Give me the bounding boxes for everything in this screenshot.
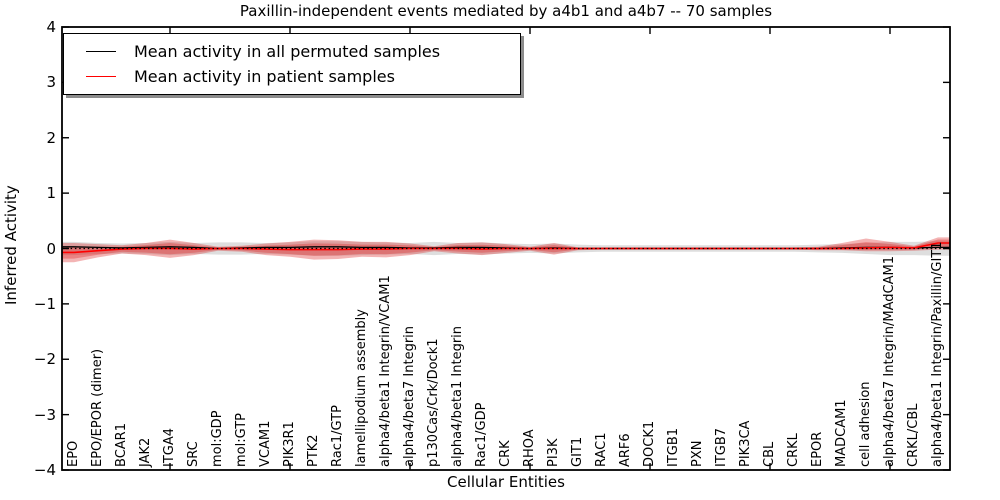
x-tick-label: ARF6 [618, 433, 633, 467]
x-axis-label: Cellular Entities [447, 473, 565, 491]
x-tick-label: CRKL [786, 433, 801, 467]
x-tick-label: Rac1/GTP [330, 405, 345, 467]
x-tick-label: CRKL/CBL [906, 403, 921, 468]
x-tick-label: alpha4/beta1 Integrin/VCAM1 [378, 275, 393, 467]
x-tick-label: DOCK1 [642, 420, 657, 467]
x-tick-label: MADCAM1 [834, 399, 849, 467]
patient-band-area [62, 237, 950, 263]
x-tick-label: PIK3R1 [282, 421, 297, 467]
x-tick-label: alpha4/beta7 Integrin/MAdCAM1 [882, 256, 897, 467]
y-tick-label: 3 [46, 73, 56, 92]
x-tick-label: CRK [498, 440, 513, 467]
x-tick-label: mol:GDP [210, 410, 225, 467]
black-line-sample-icon [86, 51, 116, 52]
x-tick-label: BCAR1 [114, 423, 129, 467]
x-tick-label: ITGB1 [666, 427, 681, 467]
legend-label: Mean activity in all permuted samples [134, 42, 441, 61]
y-tick-label: −4 [33, 461, 56, 479]
x-tick-label: alpha4/beta1 Integrin [450, 325, 465, 467]
x-tick-label: PXN [690, 440, 705, 467]
x-tick-label: PTK2 [306, 434, 321, 467]
y-tick-label: 0 [46, 239, 56, 258]
chart-title: Paxillin-independent events mediated by … [239, 2, 773, 20]
x-tick-label: cell adhesion [858, 381, 873, 467]
legend-entry-patient: Mean activity in patient samples [64, 67, 520, 86]
x-tick-label: PIK3CA [738, 420, 753, 467]
x-tick-label: JAK2 [138, 437, 153, 467]
x-tick-label: EPO [66, 440, 81, 467]
legend-label: Mean activity in patient samples [134, 67, 395, 86]
x-tick-label: mol:GTP [234, 413, 249, 467]
legend: Mean activity in all permuted samples Me… [63, 33, 521, 95]
x-tick-label: PI3K [546, 438, 561, 467]
y-tick-label: −1 [33, 294, 56, 313]
x-tick-label: Rac1/GDP [474, 402, 489, 467]
y-tick-label: −3 [33, 405, 56, 424]
x-tick-label: p130Cas/Crk/Dock1 [426, 338, 441, 467]
x-tick-label: lamellipodium assembly [354, 309, 369, 467]
x-tick-label: ITGA4 [162, 427, 177, 467]
x-tick-label: SRC [186, 441, 201, 467]
x-tick-label: CBL [762, 441, 777, 467]
x-tick-label: RAC1 [594, 432, 609, 467]
red-line-sample-icon [86, 76, 116, 77]
legend-entry-permuted: Mean activity in all permuted samples [64, 42, 520, 61]
axes-frame [61, 26, 951, 471]
x-tick-label: alpha4/beta1 Integrin/Paxillin/GIT1 [930, 241, 945, 467]
y-tick-label: 1 [46, 184, 56, 203]
x-tick-label: EPOR [810, 431, 825, 467]
y-tick-label: −2 [33, 350, 56, 369]
y-tick-label: 4 [46, 18, 56, 36]
x-tick-label: alpha4/beta7 Integrin [402, 325, 417, 467]
x-tick-label: EPO/EPOR (dimer) [90, 348, 105, 467]
x-tick-label: ITGB7 [714, 427, 729, 467]
y-tick-label: 2 [46, 128, 56, 147]
x-tick-label: RHOA [522, 429, 537, 467]
mean-lines [62, 242, 950, 254]
x-tick-label: VCAM1 [258, 420, 273, 467]
x-tick-label: GIT1 [570, 436, 585, 467]
